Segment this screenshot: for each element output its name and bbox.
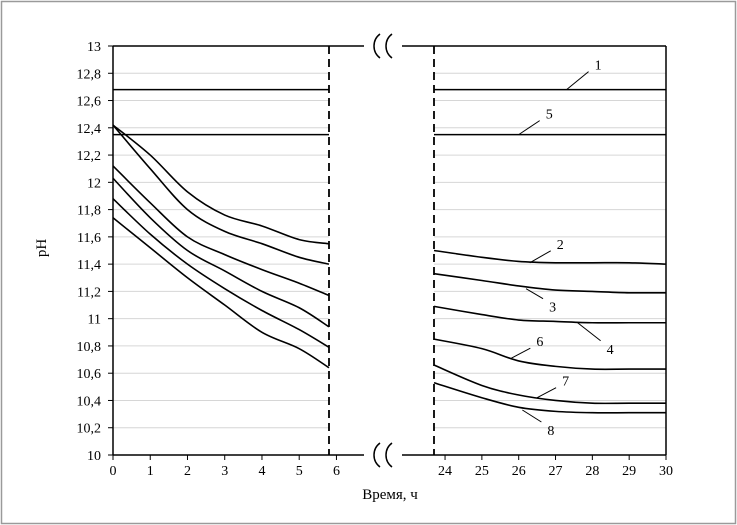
x-tick-label: 28 bbox=[585, 464, 599, 479]
x-tick-label: 2 bbox=[184, 464, 191, 479]
y-tick-label: 10,2 bbox=[77, 422, 102, 437]
leader-line-4 bbox=[577, 322, 601, 342]
x-tick-label: 30 bbox=[659, 464, 673, 479]
series-line-6 bbox=[433, 338, 666, 371]
series-line-7 bbox=[433, 364, 666, 405]
series-lines bbox=[112, 88, 667, 414]
leader-line-3 bbox=[525, 288, 544, 300]
y-tick-label: 12 bbox=[87, 176, 101, 191]
leader-line-2 bbox=[529, 250, 551, 264]
leader-line-8 bbox=[522, 409, 542, 423]
series-line-3 bbox=[433, 272, 667, 294]
x-tick-label: 25 bbox=[475, 464, 489, 479]
x-tick-label: 5 bbox=[296, 464, 303, 479]
series-label-5: 5 bbox=[546, 108, 553, 123]
series-label-1: 1 bbox=[595, 59, 602, 74]
x-tick-labels: 0 1 2 3 4 5 6 24 25 26 27 28 29 30 bbox=[110, 464, 674, 479]
series-line-6 bbox=[112, 177, 330, 328]
y-tick-labels: 10 10,2 10,4 10,6 10,8 11 11,2 11,4 11,6 11,8 12 12… bbox=[77, 40, 102, 464]
y-tick-label: 12,2 bbox=[77, 149, 102, 164]
series-line-4 bbox=[433, 305, 667, 324]
y-tick-label: 10,8 bbox=[77, 340, 102, 355]
x-tick-label: 4 bbox=[258, 464, 265, 479]
y-tick-label: 12,8 bbox=[77, 67, 102, 82]
series-label-8: 8 bbox=[547, 424, 554, 439]
series-label-6: 6 bbox=[536, 335, 543, 350]
leader-line-6 bbox=[511, 347, 531, 359]
x-tick-label: 29 bbox=[622, 464, 636, 479]
x-tick-label: 27 bbox=[549, 464, 563, 479]
break-curve bbox=[373, 33, 381, 59]
annotation-leaders bbox=[511, 71, 601, 423]
series-line-3 bbox=[112, 124, 330, 265]
y-tick-label: 12,6 bbox=[77, 95, 102, 110]
series-label-2: 2 bbox=[557, 238, 564, 253]
series-line-8 bbox=[433, 381, 666, 414]
y-tick-label: 11,6 bbox=[77, 231, 101, 246]
leader-line-7 bbox=[536, 387, 557, 399]
y-tick-label: 10,4 bbox=[77, 394, 102, 409]
x-tick-label: 6 bbox=[333, 464, 340, 479]
series-label-4: 4 bbox=[607, 343, 614, 358]
y-tick-label: 10,6 bbox=[77, 367, 102, 382]
y-tick-label: 12,4 bbox=[77, 122, 102, 137]
axis-break-marks bbox=[373, 33, 393, 468]
y-axis-label: pH bbox=[34, 239, 50, 258]
y-tick-label: 11,4 bbox=[77, 258, 101, 273]
y-tick-label: 11,8 bbox=[77, 204, 101, 219]
x-tick-label: 3 bbox=[221, 464, 228, 479]
x-tick-label: 26 bbox=[512, 464, 526, 479]
series-line-4 bbox=[112, 165, 330, 297]
break-curve bbox=[373, 442, 381, 468]
break-curve bbox=[385, 442, 393, 468]
series-label-7: 7 bbox=[562, 375, 569, 390]
series-line-2 bbox=[112, 124, 330, 245]
x-tick-label: 0 bbox=[110, 464, 117, 479]
y-tick-label: 11,2 bbox=[77, 285, 101, 300]
y-tick-label: 10 bbox=[87, 449, 101, 464]
series-line-8 bbox=[112, 217, 330, 369]
x-tick-label: 24 bbox=[438, 464, 452, 479]
leader-line-5 bbox=[518, 120, 540, 136]
axes bbox=[108, 45, 667, 460]
series-label-3: 3 bbox=[549, 301, 556, 316]
x-tick-label: 1 bbox=[147, 464, 154, 479]
leader-line-1 bbox=[566, 71, 589, 91]
series-line-7 bbox=[112, 198, 330, 348]
x-axis-label: Время, ч bbox=[362, 487, 418, 503]
series-line-2 bbox=[433, 249, 667, 265]
annotation-labels: 1 5 2 3 4 6 7 8 bbox=[536, 59, 613, 439]
break-curve bbox=[385, 33, 393, 59]
y-tick-label: 13 bbox=[87, 40, 101, 55]
y-tick-label: 11 bbox=[88, 313, 101, 328]
